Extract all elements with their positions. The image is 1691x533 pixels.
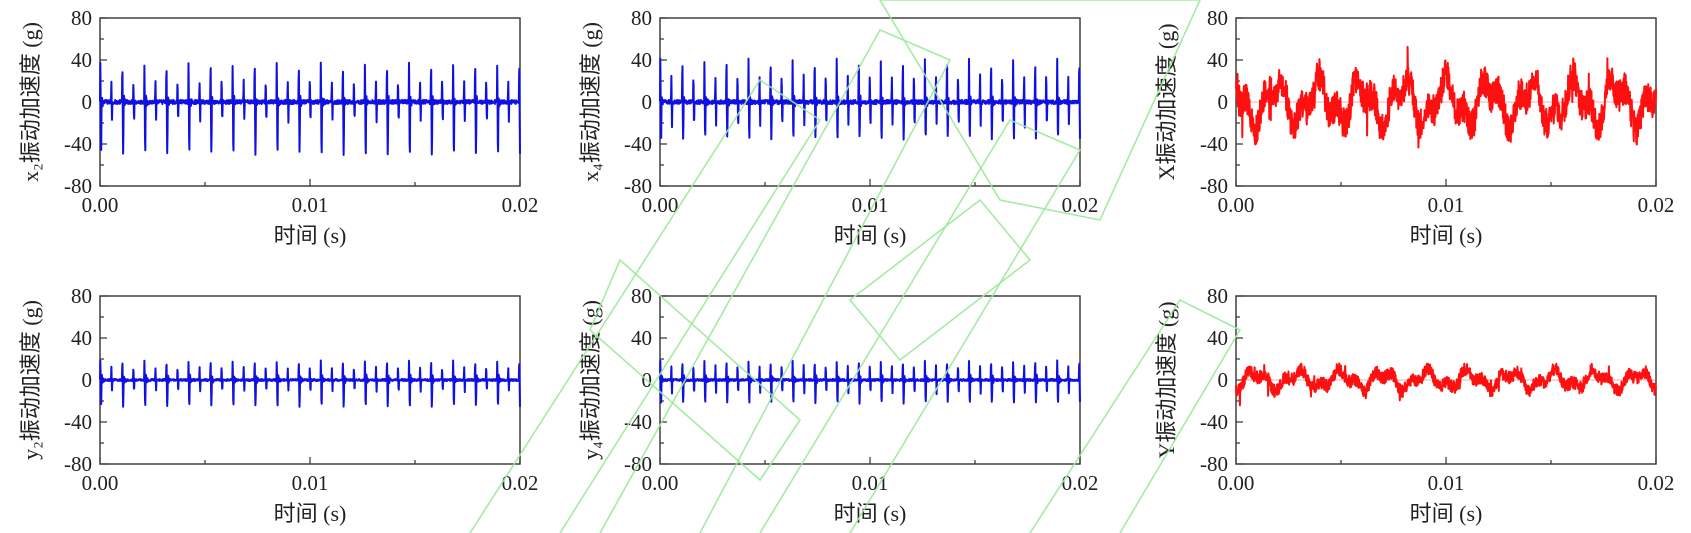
y-tick-label: 0: [642, 90, 653, 114]
x-tick-label: 0.02: [1638, 471, 1675, 495]
y-tick-label: -40: [624, 132, 652, 156]
y-tick-label: 80: [71, 6, 92, 30]
signal-line: [659, 57, 1081, 141]
watermark: [469, 0, 1242, 533]
watermark-stroke: [759, 118, 1082, 533]
y-tick-label: -80: [1200, 174, 1228, 198]
watermark-stroke: [599, 28, 952, 533]
x-axis-label: 时间 (s): [834, 501, 907, 526]
x-tick-label: 0.02: [502, 193, 539, 217]
watermark-stroke: [879, 0, 1201, 221]
x-tick-label: 0.01: [852, 193, 889, 217]
x-tick-label: 0.01: [292, 193, 329, 217]
y-axis-label: y₂振动加速度 (g): [18, 300, 43, 460]
x-tick-label: 0.01: [1428, 193, 1465, 217]
y-tick-label: 40: [71, 48, 92, 72]
y-tick-label: 80: [1207, 284, 1228, 308]
y-tick-label: 0: [1218, 90, 1229, 114]
x-tick-label: 0.02: [1638, 193, 1675, 217]
y-tick-label: -40: [1200, 410, 1228, 434]
signal-line: [99, 359, 521, 408]
y-axis-label: x₂振动加速度 (g): [18, 22, 43, 182]
y-tick-label: 40: [631, 48, 652, 72]
y-axis-label: x₄振动加速度 (g): [578, 22, 603, 182]
y-tick-label: 0: [82, 368, 93, 392]
y-tick-label: -40: [64, 410, 92, 434]
y-tick-label: 80: [1207, 6, 1228, 30]
watermark-stroke: [589, 258, 802, 482]
y-axis-label: Y振动加速度 (g): [1154, 301, 1179, 458]
y-tick-label: -80: [64, 452, 92, 476]
x-axis-label: 时间 (s): [1410, 223, 1483, 248]
x-tick-label: 0.00: [1218, 471, 1255, 495]
signal-line: [99, 61, 521, 156]
x-tick-label: 0.01: [1428, 471, 1465, 495]
chart-panel-3: -80 -40 0 40 80 0.00 0.01 0.02 时间 (s) X振动加速度 (g): [1154, 6, 1674, 248]
x-tick-label: 0.01: [292, 471, 329, 495]
watermark-stroke: [469, 78, 822, 533]
signal-line: [1235, 362, 1657, 407]
y-tick-label: 0: [82, 90, 93, 114]
x-tick-label: 0.01: [852, 471, 889, 495]
y-tick-label: 40: [71, 326, 92, 350]
x-tick-label: 0.00: [642, 193, 679, 217]
x-axis-label: 时间 (s): [834, 223, 907, 248]
y-axis-label: y₄振动加速度 (g): [578, 300, 603, 460]
y-tick-label: 40: [631, 326, 652, 350]
signal-line: [659, 359, 1081, 405]
y-axis-label: X振动加速度 (g): [1154, 23, 1179, 180]
watermark-stroke: [1029, 298, 1242, 533]
y-tick-label: 0: [1218, 368, 1229, 392]
x-tick-label: 0.00: [642, 471, 679, 495]
watermark-stroke: [848, 198, 1032, 362]
y-tick-label: 40: [1207, 48, 1228, 72]
x-tick-label: 0.00: [82, 193, 119, 217]
chart-panel-1: -80 -40 0 40 80 0.00 0.01 0.02 时间 (s) x₂振动加速度 (g): [18, 6, 538, 248]
y-tick-label: 40: [1207, 326, 1228, 350]
y-tick-label: -80: [64, 174, 92, 198]
signal-line: [1235, 45, 1657, 149]
y-tick-label: 80: [631, 284, 652, 308]
y-tick-label: -80: [624, 174, 652, 198]
x-axis-label: 时间 (s): [274, 501, 347, 526]
x-tick-label: 0.00: [82, 471, 119, 495]
y-tick-label: -40: [64, 132, 92, 156]
y-tick-label: -80: [1200, 452, 1228, 476]
y-tick-label: -40: [1200, 132, 1228, 156]
y-tick-label: 80: [71, 284, 92, 308]
chart-panel-6: -80 -40 0 40 80 0.00 0.01 0.02 时间 (s) Y振动加速度 (g): [1154, 284, 1674, 526]
y-tick-label: 80: [631, 6, 652, 30]
x-axis-label: 时间 (s): [274, 223, 347, 248]
y-tick-label: -40: [624, 410, 652, 434]
x-axis-label: 时间 (s): [1410, 501, 1483, 526]
x-tick-label: 0.00: [1218, 193, 1255, 217]
